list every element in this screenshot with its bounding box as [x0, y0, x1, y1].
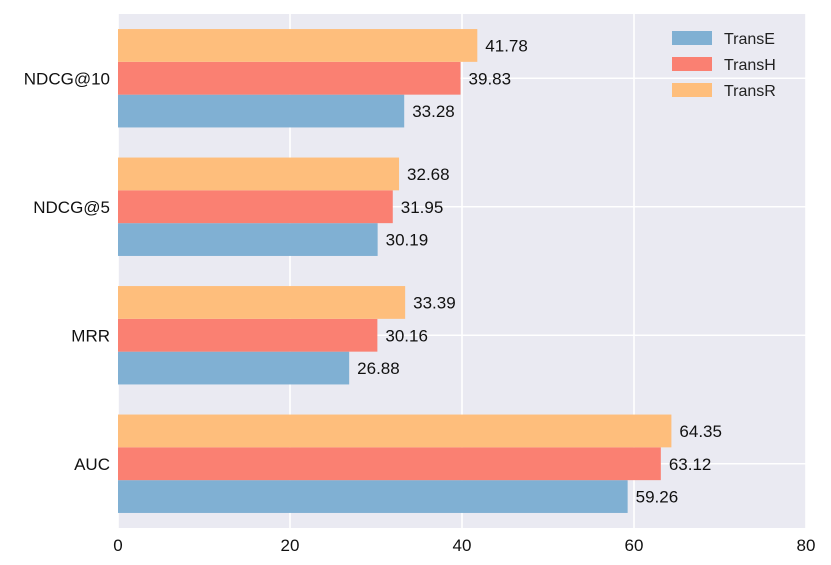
data-label: 41.78 [485, 36, 528, 55]
data-label: 32.68 [407, 165, 450, 184]
bar-transr-mrr [118, 286, 406, 319]
x-tick-label: 20 [281, 536, 300, 555]
data-labels: 33.28 39.83 41.78 30.19 31.95 32.68 26.88 30.16… [357, 36, 722, 506]
legend-swatch [672, 31, 712, 45]
legend-label: TransE [724, 31, 775, 48]
legend-swatch [672, 57, 712, 71]
data-label: 39.83 [469, 69, 512, 88]
data-label: 63.12 [669, 455, 712, 474]
y-tick-label: MRR [71, 326, 110, 345]
data-label: 59.26 [636, 488, 679, 507]
x-tick-label: 80 [797, 536, 816, 555]
legend-label: TransH [724, 57, 776, 74]
data-label: 33.28 [412, 102, 455, 121]
bar-transr-auc [118, 414, 672, 448]
legend-label: TransR [724, 83, 776, 100]
data-label: 26.88 [357, 359, 400, 378]
data-label: 64.35 [679, 422, 722, 441]
bars [118, 29, 672, 513]
data-label: 31.95 [401, 198, 444, 217]
legend: TransE TransH TransR [672, 31, 776, 100]
x-tick-label: 60 [625, 536, 644, 555]
legend-swatch [672, 83, 712, 97]
bar-transh-mrr [118, 318, 378, 352]
y-axis-tick-labels: NDCG@10 NDCG@5 MRR AUC [24, 69, 110, 474]
bar-transe-auc [118, 480, 628, 513]
bar-transr-ndcg5 [118, 157, 400, 191]
bar-transe-ndcg5 [118, 223, 378, 256]
bar-transr-ndcg10 [118, 29, 478, 62]
data-label: 33.39 [413, 293, 456, 312]
bar-transh-ndcg5 [118, 190, 393, 224]
bar-transe-ndcg10 [118, 94, 405, 128]
data-label: 30.19 [386, 231, 429, 250]
bar-transh-ndcg10 [118, 61, 461, 95]
x-tick-label: 0 [113, 536, 122, 555]
bar-transh-auc [118, 447, 661, 481]
y-tick-label: AUC [74, 455, 110, 474]
y-tick-label: NDCG@10 [24, 69, 110, 88]
y-tick-label: NDCG@5 [33, 198, 110, 217]
x-tick-label: 40 [453, 536, 472, 555]
data-label: 30.16 [385, 326, 428, 345]
x-axis-tick-labels: 0 20 40 60 80 [113, 536, 815, 555]
bar-transe-mrr [118, 351, 350, 385]
